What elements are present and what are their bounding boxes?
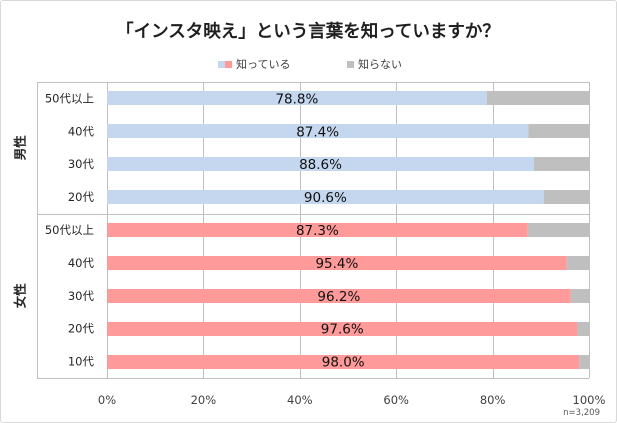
group-label: 男性 bbox=[13, 135, 28, 161]
bar-unknown bbox=[566, 256, 589, 270]
bars bbox=[107, 91, 589, 369]
plot-frame bbox=[37, 82, 589, 379]
legend-label-know: 知っている bbox=[236, 57, 290, 71]
data-label: 95.4% bbox=[315, 256, 358, 272]
legend-label-unknown: 知らない bbox=[358, 57, 402, 71]
x-tick-label: 40% bbox=[287, 393, 313, 407]
legend-swatch-know-male bbox=[218, 61, 225, 68]
bar-unknown bbox=[570, 289, 589, 303]
bar-unknown bbox=[534, 157, 589, 171]
sample-size-note: n=3,209 bbox=[563, 408, 600, 418]
category-labels: 50代以上 40代 30代 20代 50代以上 40代 30代 20代 10代 bbox=[45, 91, 95, 368]
data-label: 97.6% bbox=[321, 322, 364, 338]
data-label: 87.3% bbox=[296, 223, 339, 239]
x-tick-label: 20% bbox=[191, 393, 217, 407]
category-label: 10代 bbox=[68, 355, 95, 369]
bar-know bbox=[107, 256, 567, 270]
category-label: 20代 bbox=[68, 322, 95, 336]
category-label: 50代以上 bbox=[45, 223, 94, 237]
data-label: 90.6% bbox=[304, 190, 347, 206]
bar-know bbox=[107, 355, 580, 369]
bar-know bbox=[107, 157, 535, 171]
bar-know bbox=[107, 124, 529, 138]
bar-know bbox=[107, 322, 578, 336]
bar-unknown bbox=[577, 322, 589, 336]
category-label: 20代 bbox=[68, 190, 95, 204]
category-label: 40代 bbox=[68, 124, 95, 138]
data-label: 88.6% bbox=[299, 157, 342, 173]
group-label: 女性 bbox=[13, 283, 28, 309]
legend-swatch-unknown bbox=[347, 61, 354, 68]
bar-unknown bbox=[527, 223, 589, 237]
bar-know bbox=[107, 223, 528, 237]
bar-unknown bbox=[486, 91, 589, 105]
category-label: 30代 bbox=[68, 289, 95, 303]
data-label: 96.2% bbox=[317, 289, 360, 305]
data-label: 98.0% bbox=[322, 355, 365, 371]
bar-know bbox=[107, 91, 487, 105]
category-label: 40代 bbox=[68, 256, 95, 270]
bar-unknown bbox=[528, 124, 589, 138]
x-axis-ticks: 0% 20% 40% 60% 80% 100% bbox=[98, 393, 606, 407]
category-label: 50代以上 bbox=[45, 91, 94, 105]
x-tick-label: 100% bbox=[573, 393, 606, 407]
data-label: 78.8% bbox=[275, 91, 318, 107]
legend: 知っている 知らない bbox=[218, 57, 402, 71]
data-label: 87.4% bbox=[296, 124, 339, 140]
category-label: 30代 bbox=[68, 157, 95, 171]
chart-title: 「インスタ映え」という言葉を知っていますか？ bbox=[116, 21, 500, 42]
bar-unknown bbox=[543, 190, 589, 204]
legend-swatch-know-female bbox=[225, 61, 232, 68]
data-labels: 78.8% 87.4% 88.6% 90.6% 87.3% 95.4% 96.2% 97.6%… bbox=[275, 91, 364, 370]
bar-know bbox=[107, 190, 544, 204]
x-tick-label: 80% bbox=[480, 393, 506, 407]
bar-know bbox=[107, 289, 571, 303]
bar-unknown bbox=[579, 355, 589, 369]
x-tick-label: 60% bbox=[383, 393, 409, 407]
x-tick-label: 0% bbox=[98, 393, 116, 407]
